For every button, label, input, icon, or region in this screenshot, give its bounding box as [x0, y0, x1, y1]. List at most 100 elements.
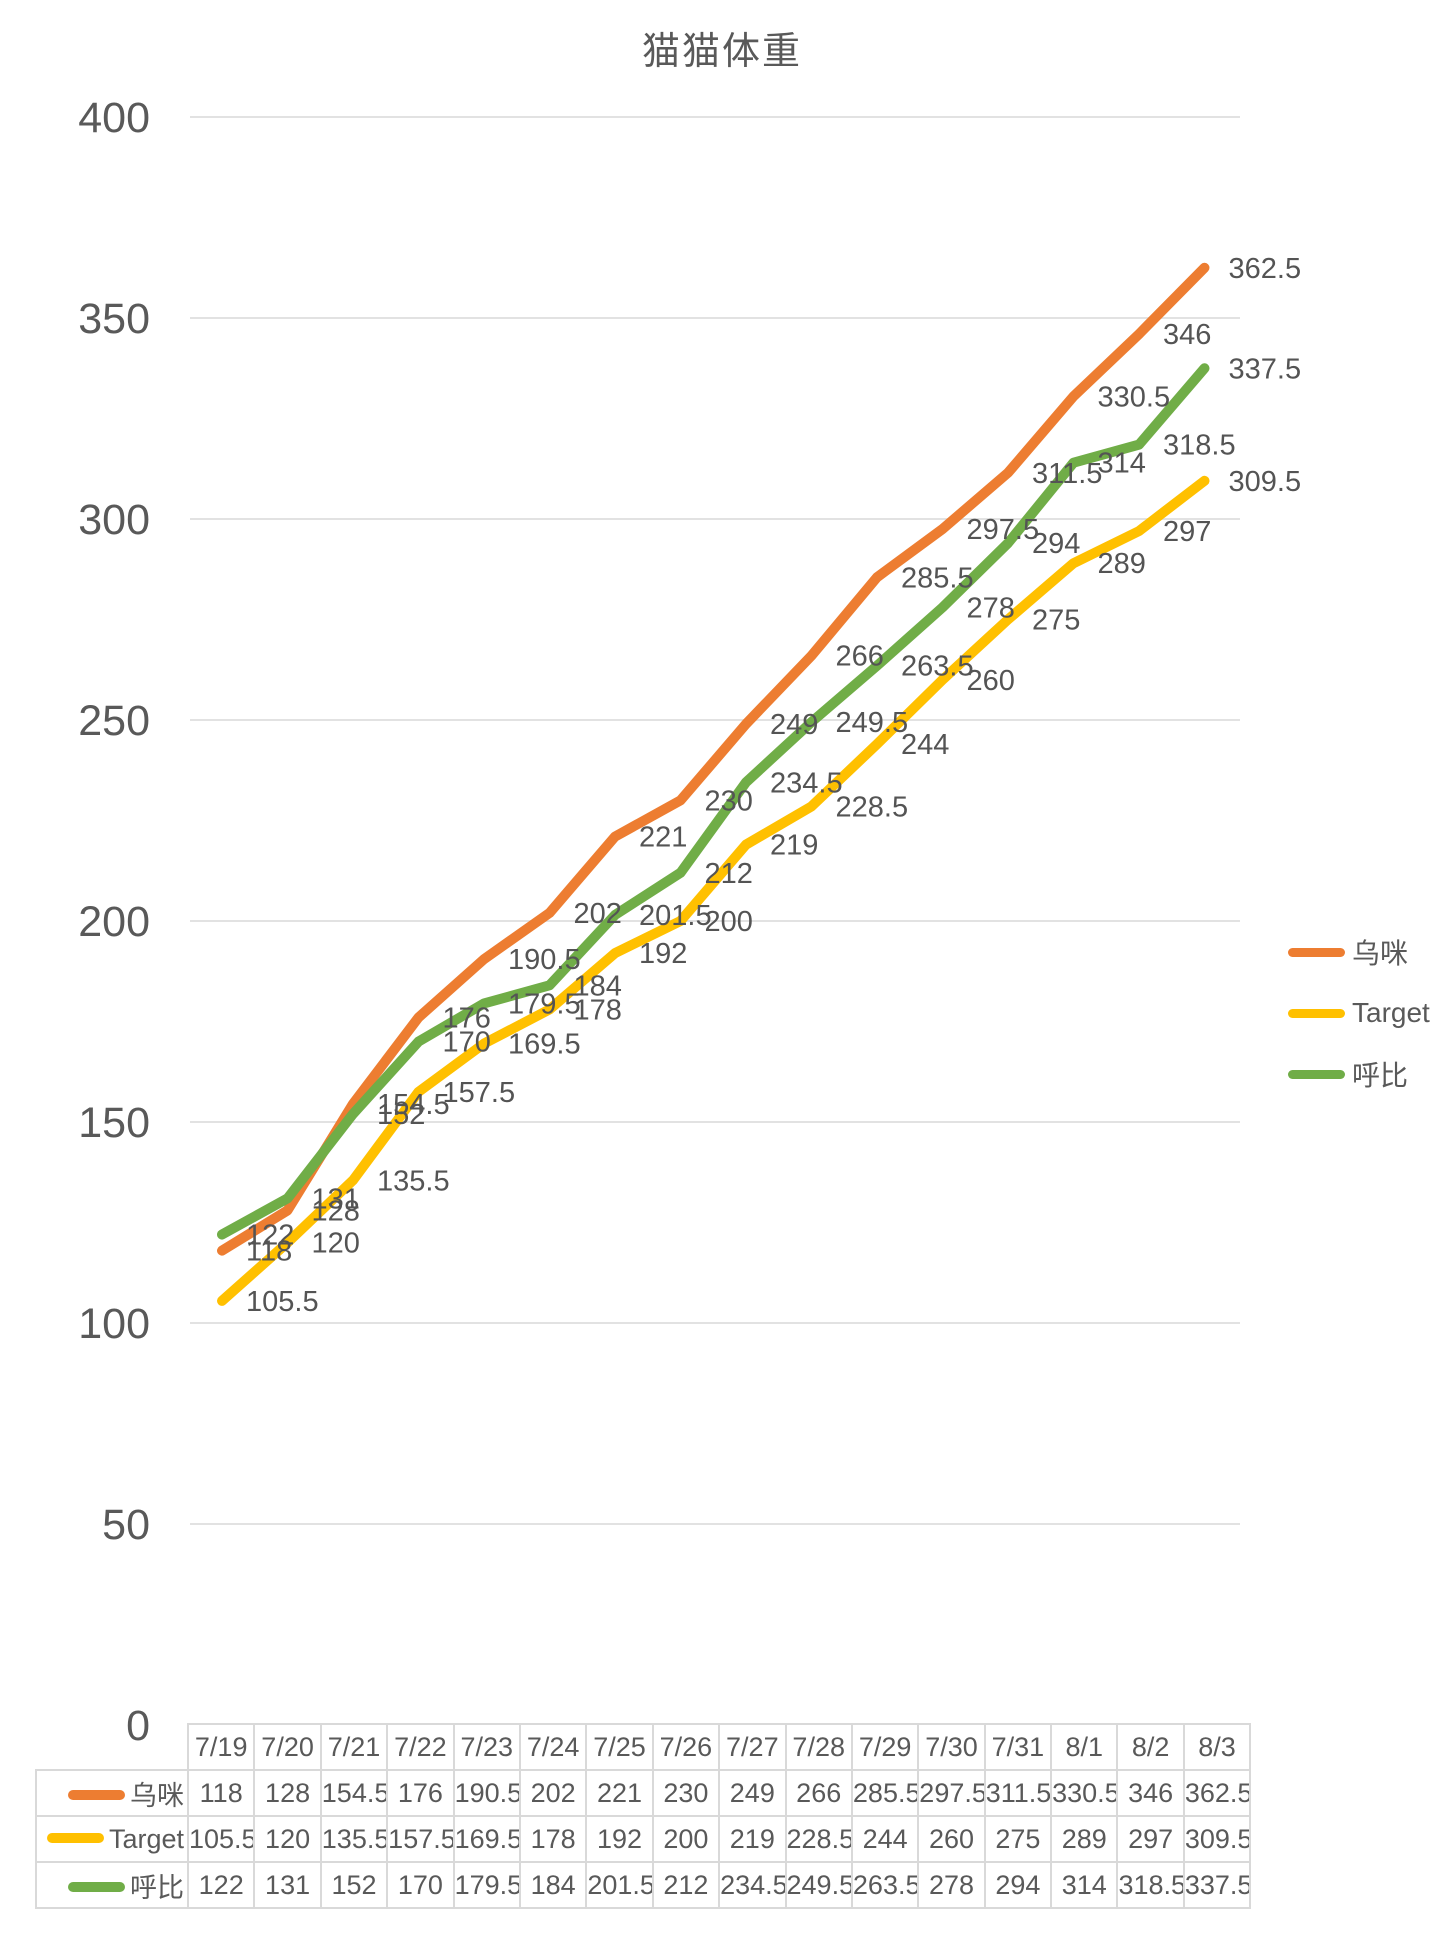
table-date-header: 7/19 [186, 1723, 256, 1771]
legend-item-hubi[interactable]: 呼比 [1288, 1058, 1430, 1091]
data-label: 212 [705, 858, 753, 890]
data-label: 184 [574, 970, 622, 1002]
table-value-cell: 190.5 [452, 1769, 521, 1817]
table-value-cell: 179.5 [452, 1861, 521, 1909]
data-label: 152 [377, 1099, 425, 1131]
table-value-cell: 170 [386, 1861, 455, 1909]
data-label: 170 [443, 1027, 491, 1059]
table-value-cell: 330.5 [1050, 1769, 1119, 1817]
y-axis-tick-label: 0 [126, 1702, 150, 1750]
table-value-cell: 249.5 [784, 1861, 853, 1909]
chart-title: 猫猫体重 [641, 31, 802, 73]
legend-item-target[interactable]: Target [1288, 997, 1430, 1029]
table-value-cell: 120 [253, 1815, 322, 1863]
data-label: 200 [705, 906, 753, 938]
table-date-header: 7/25 [585, 1723, 654, 1771]
table-value-cell: 309.5 [1182, 1815, 1252, 1863]
y-axis-tick-label: 350 [78, 295, 150, 343]
table-value-cell: 128 [253, 1769, 322, 1817]
legend-item-wumi[interactable]: 乌咪 [1288, 936, 1430, 969]
data-label: 260 [967, 665, 1015, 697]
table-value-cell: 131 [253, 1861, 322, 1909]
table-value-cell: 221 [585, 1769, 654, 1817]
table-value-cell: 297 [1116, 1815, 1185, 1863]
data-label: 128 [312, 1195, 360, 1227]
series-line-乌咪[interactable] [217, 262, 1210, 1256]
data-label: 179.5 [508, 988, 581, 1020]
data-label: 118 [246, 1236, 292, 1268]
data-label: 294 [1032, 528, 1080, 560]
table-value-cell: 263.5 [850, 1861, 920, 1909]
data-label: 228.5 [836, 791, 909, 823]
chart-legend: 乌咪 Target 呼比 [1288, 936, 1430, 1091]
data-label: 311.5 [1032, 458, 1102, 490]
table-value-cell: 278 [917, 1861, 986, 1909]
data-label: 105.5 [246, 1286, 319, 1318]
data-label: 314 [1098, 448, 1146, 480]
legend-label: 呼比 [1352, 1060, 1409, 1091]
table-value-cell: 289 [1050, 1815, 1119, 1863]
data-label: 201.5 [639, 900, 712, 932]
data-label: 135.5 [377, 1165, 450, 1197]
data-label: 244 [901, 729, 949, 761]
table-value-cell: 311.5 [983, 1769, 1053, 1817]
legend-swatch-target [1288, 1008, 1345, 1018]
table-corner-cell [36, 1724, 188, 1770]
table-value-cell: 105.5 [186, 1815, 256, 1863]
y-axis-tick-label: 300 [78, 496, 150, 544]
series-name: 呼比 [130, 1872, 184, 1903]
data-label: 266 [836, 641, 884, 673]
table-value-cell: 212 [651, 1861, 721, 1909]
series-line-Target[interactable] [217, 475, 1210, 1306]
data-label: 289 [1098, 548, 1146, 580]
series-name: Target [108, 1823, 184, 1854]
table-value-cell: 275 [983, 1815, 1053, 1863]
table-value-cell: 294 [983, 1861, 1053, 1909]
data-label: 297 [1163, 516, 1211, 548]
y-axis-tick-label: 200 [78, 898, 150, 946]
table-value-cell: 230 [651, 1769, 721, 1817]
table-value-cell: 314 [1050, 1861, 1119, 1909]
table-value-cell: 154.5 [319, 1769, 389, 1817]
data-label: 178 [574, 994, 622, 1026]
series-swatch [68, 1882, 125, 1893]
data-label: 297.5 [967, 514, 1040, 546]
data-label: 120 [312, 1228, 360, 1260]
table-value-cell: 228.5 [784, 1815, 853, 1863]
table-date-header: 7/24 [518, 1723, 588, 1771]
data-label: 234.5 [770, 767, 843, 799]
data-label: 346 [1163, 319, 1211, 351]
table-value-cell: 135.5 [319, 1815, 389, 1863]
data-label: 330.5 [1098, 381, 1171, 413]
chart-data-table: 7/19 7/20 7/21 7/22 7/23 7/24 7/25 7/26 7/27 7/28… [35, 1723, 1252, 1909]
data-label: 249.5 [836, 707, 909, 739]
data-label: 169.5 [508, 1029, 581, 1061]
data-label: 230 [705, 785, 753, 817]
data-label: 131 [312, 1183, 360, 1215]
table-date-header: 7/28 [784, 1723, 853, 1771]
table-row: Target 105.5 120 135.5 157.5 169.5 178 192 200 21… [35, 1815, 1252, 1863]
table-value-cell: 249 [718, 1769, 787, 1817]
table-date-header: 7/22 [386, 1723, 455, 1771]
data-label: 275 [1032, 605, 1080, 637]
data-label: 122 [246, 1220, 294, 1252]
data-label: 337.5 [1229, 353, 1302, 385]
data-label: 154.5 [377, 1089, 450, 1121]
series-line-呼比[interactable] [217, 363, 1210, 1240]
table-date-header: 8/1 [1050, 1723, 1119, 1771]
y-axis-tick-label: 400 [78, 94, 150, 142]
data-label: 285.5 [901, 562, 974, 594]
data-label: 190.5 [508, 944, 581, 976]
table-value-cell: 118 [186, 1769, 256, 1817]
table-value-cell: 362.5 [1182, 1769, 1252, 1817]
legend-swatch-wumi [1288, 947, 1345, 957]
table-date-header: 7/27 [718, 1723, 787, 1771]
series-name: 乌咪 [130, 1780, 184, 1811]
y-axis-tick-label: 100 [78, 1300, 150, 1348]
data-label: 278 [967, 592, 1015, 624]
data-label: 309.5 [1229, 466, 1302, 498]
table-value-cell: 234.5 [718, 1861, 787, 1909]
data-label: 157.5 [443, 1077, 516, 1109]
